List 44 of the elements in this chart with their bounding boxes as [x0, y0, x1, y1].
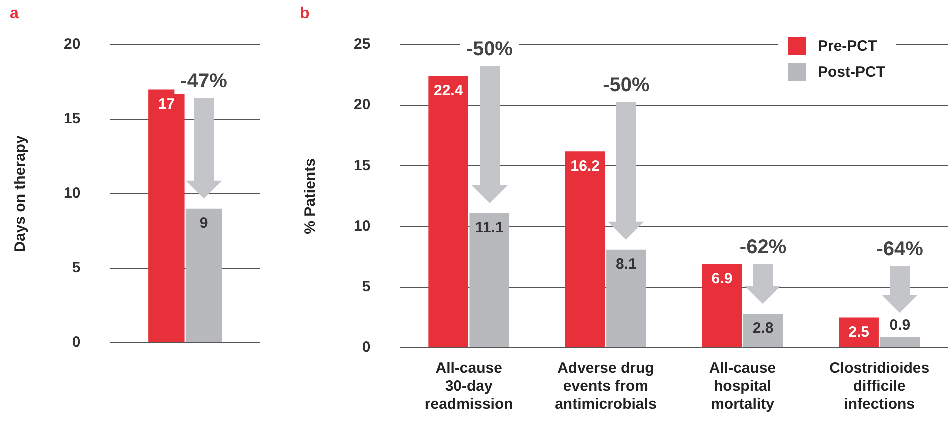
data-label: 16.2	[570, 158, 600, 175]
annotation: -47%	[180, 70, 228, 93]
y-axis-title: Days on therapy	[12, 135, 30, 252]
bar	[470, 213, 510, 348]
bar	[428, 76, 468, 348]
data-label: 17	[158, 96, 176, 113]
data-label: 6.9	[712, 270, 733, 288]
y-tick-label: 25	[354, 36, 371, 54]
y-tick-label: 5	[362, 278, 371, 296]
x-tick-label: All-cause 30-day readmission	[424, 360, 514, 414]
data-label: 22.4	[434, 82, 464, 100]
x-tick-label: Clostridioides difficile infections	[830, 360, 930, 414]
y-tick-label: 20	[64, 36, 81, 54]
data-label: 9	[200, 215, 208, 232]
y-tick-label: 20	[354, 96, 371, 114]
chart-title: a	[10, 5, 19, 22]
y-tick-label: 0	[362, 339, 371, 356]
bar	[880, 337, 920, 348]
y-tick-label: 10	[64, 185, 81, 202]
data-label: 2.5	[848, 324, 870, 341]
data-label: 0.9	[890, 317, 911, 334]
y-tick-label: 15	[64, 110, 81, 128]
y-tick-label: 15	[354, 157, 371, 174]
x-tick-label: Adverse drug events from antimicrobials	[555, 360, 657, 414]
y-tick-label: 0	[72, 334, 81, 352]
bar	[839, 318, 879, 348]
data-label: 11.1	[475, 220, 504, 237]
annotation: -64%	[876, 238, 924, 261]
y-tick-label: 10	[354, 218, 371, 235]
bar	[743, 314, 784, 348]
bar	[565, 152, 606, 348]
bar	[702, 264, 742, 348]
annotation: -62%	[740, 236, 787, 259]
x-tick-label: All-cause hospital mortality	[709, 360, 776, 414]
y-axis-title: % Patients	[302, 158, 320, 234]
chart-title: b	[300, 5, 310, 22]
annotation: -50%	[603, 74, 650, 97]
legend-label: Pre-PCT	[818, 38, 878, 54]
data-label: 8.1	[616, 256, 637, 273]
bar	[606, 250, 646, 348]
y-tick-label: 5	[72, 260, 81, 277]
data-label: 2.8	[752, 320, 774, 338]
annotation: -50%	[466, 38, 514, 61]
legend-label: Post-PCT	[818, 64, 886, 80]
